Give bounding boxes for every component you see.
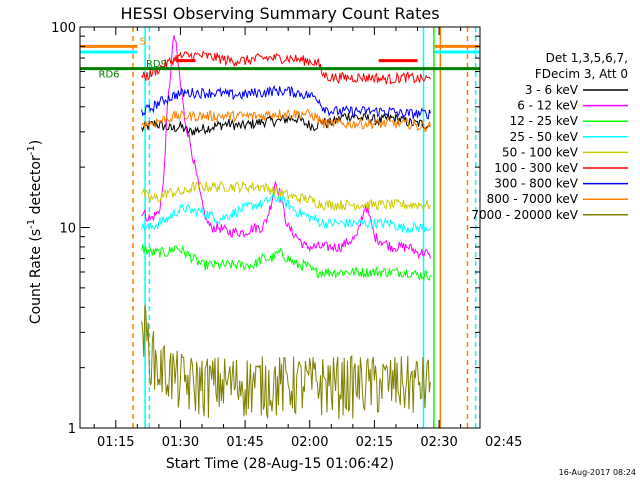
- legend-label: 12 - 25 keV: [510, 114, 579, 128]
- y-axis-label-exponent-1: -1: [26, 219, 37, 229]
- x-tick-label: 02:00: [291, 435, 328, 450]
- legend-label: 6 - 12 keV: [517, 99, 579, 113]
- series-25-50-kev: [141, 192, 431, 234]
- series-12-25-kev: [141, 244, 431, 282]
- series-6-12-kev: [141, 35, 431, 260]
- x-axis-label: Start Time (28-Aug-15 01:06:42): [166, 456, 394, 472]
- legend-label: 800 - 7000 keV: [487, 192, 579, 206]
- legend-label: 3 - 6 keV: [525, 83, 579, 97]
- y-axis-label-part-1: Count Rate (s: [28, 229, 44, 324]
- series-800-7000-kev: [141, 108, 431, 133]
- legend-label: 100 - 300 keV: [494, 161, 578, 175]
- series-300-800-kev: [141, 85, 431, 120]
- legend-label: 7000 - 20000 keV: [471, 208, 578, 222]
- legend-label: 50 - 100 keV: [502, 145, 579, 159]
- legend-header-line-1: Det 1,3,5,6,7,: [546, 51, 628, 65]
- y-axis-label-part-3: ): [28, 140, 44, 145]
- y-tick-label: 1: [68, 422, 76, 437]
- x-tick-label: 01:15: [97, 435, 134, 450]
- footer-timestamp: 16-Aug-2017 08:24: [559, 468, 636, 477]
- y-axis-label-exponent-2: -1: [26, 145, 37, 155]
- axes: 01:15 01:30 01:45 02:00 02:15 02:30 02:45 1 10 10…: [51, 21, 522, 450]
- series-3-6-kev: [141, 112, 431, 136]
- series-100-300-kev: [141, 50, 431, 85]
- x-tick-label: 02:15: [356, 435, 393, 450]
- x-tick-label: 02:30: [420, 435, 457, 450]
- legend: Det 1,3,5,6,7, FDecim 3, Att 0 3 - 6 keV…: [471, 51, 628, 222]
- legend-label: 25 - 50 keV: [510, 130, 579, 144]
- series-50-100-kev: [141, 180, 431, 212]
- series-7000-20000-kev: [141, 304, 431, 419]
- marker-rd9: RD9: [146, 59, 167, 70]
- marker-s: S: [139, 36, 145, 47]
- legend-header-line-2: FDecim 3, Att 0: [535, 67, 628, 81]
- plot-area: S RD9 RD6: [80, 27, 480, 428]
- y-axis-label: Count Rate (s-1 detector-1): [26, 140, 44, 324]
- legend-label: 300 - 800 keV: [494, 177, 578, 191]
- marker-rd6: RD6: [99, 69, 120, 80]
- chart-title: HESSI Observing Summary Count Rates: [120, 4, 439, 23]
- y-axis-label-part-2: detector: [28, 155, 44, 219]
- y-tick-label: 10: [59, 222, 76, 237]
- x-tick-label: 01:45: [226, 435, 263, 450]
- x-tick-label: 02:45: [485, 435, 522, 450]
- y-tick-label: 100: [51, 21, 76, 36]
- x-tick-label: 01:30: [162, 435, 199, 450]
